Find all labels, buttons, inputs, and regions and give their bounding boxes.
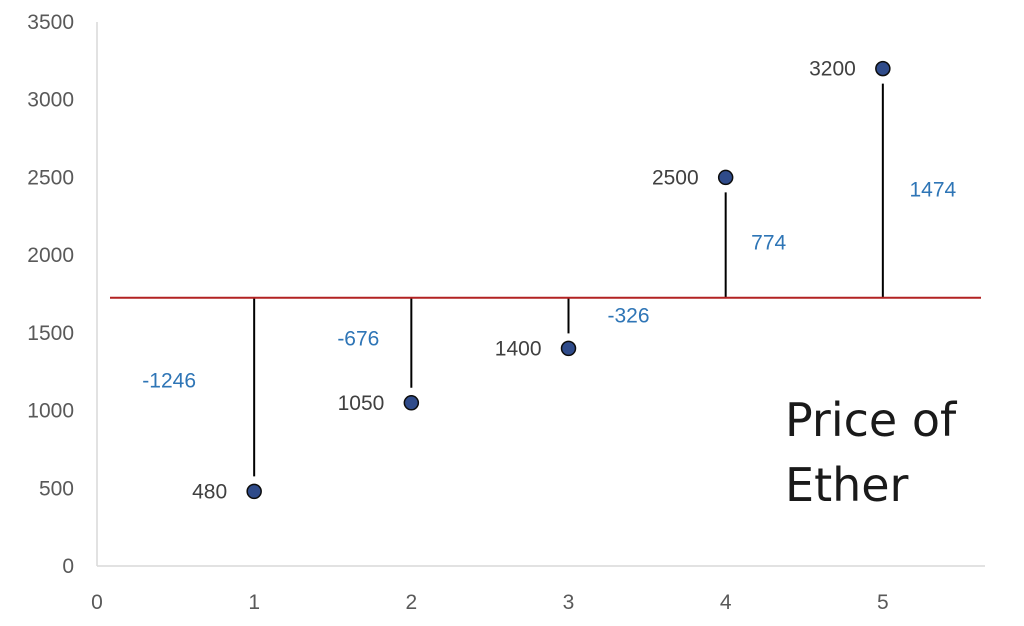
y-tick-label: 0 <box>62 555 74 578</box>
value-labels: 480 1050 1400 2500 3200 <box>192 58 856 504</box>
data-points <box>246 60 891 500</box>
deviation-label: 774 <box>751 232 786 255</box>
deviation-labels: -1246 -676 -326 774 1474 <box>142 179 956 393</box>
chart-title-line-1: Price of <box>785 393 958 447</box>
x-tick-label: 4 <box>720 591 732 614</box>
x-tick-label: 5 <box>877 591 889 614</box>
y-tick-label: 500 <box>39 477 74 500</box>
value-label: 3200 <box>809 58 856 81</box>
data-point-marker <box>246 483 262 500</box>
x-tick-label: 3 <box>563 591 575 614</box>
y-tick-label: 3000 <box>27 89 74 112</box>
y-tick-label: 1000 <box>27 400 74 423</box>
value-label: 2500 <box>652 166 699 189</box>
chart-title-line-2: Ether <box>785 458 909 512</box>
deviation-label: -1246 <box>142 370 196 393</box>
x-tick-label: 1 <box>248 591 260 614</box>
value-label: 1050 <box>338 392 385 415</box>
data-point-marker <box>560 340 577 357</box>
axes <box>96 22 985 567</box>
deviation-label: -326 <box>607 305 649 328</box>
x-tick-label: 0 <box>91 591 103 614</box>
data-point-marker <box>403 395 420 411</box>
y-tick-label: 1500 <box>27 322 74 345</box>
deviation-stems <box>253 83 884 477</box>
data-point-marker <box>717 169 734 186</box>
deviation-label: -676 <box>337 328 379 351</box>
x-tick-label: 2 <box>405 591 417 614</box>
y-tick-label: 2500 <box>27 166 74 189</box>
value-label: 1400 <box>495 337 542 360</box>
deviation-label: 1474 <box>909 179 956 202</box>
y-tick-label: 2000 <box>27 244 74 267</box>
y-tick-labels: 0 500 1000 1500 2000 2500 3000 3500 <box>27 11 74 578</box>
x-tick-labels: 0 1 2 3 4 5 <box>91 591 889 614</box>
value-label: 480 <box>192 480 227 503</box>
data-point-marker <box>875 60 891 77</box>
y-tick-label: 3500 <box>27 11 74 34</box>
